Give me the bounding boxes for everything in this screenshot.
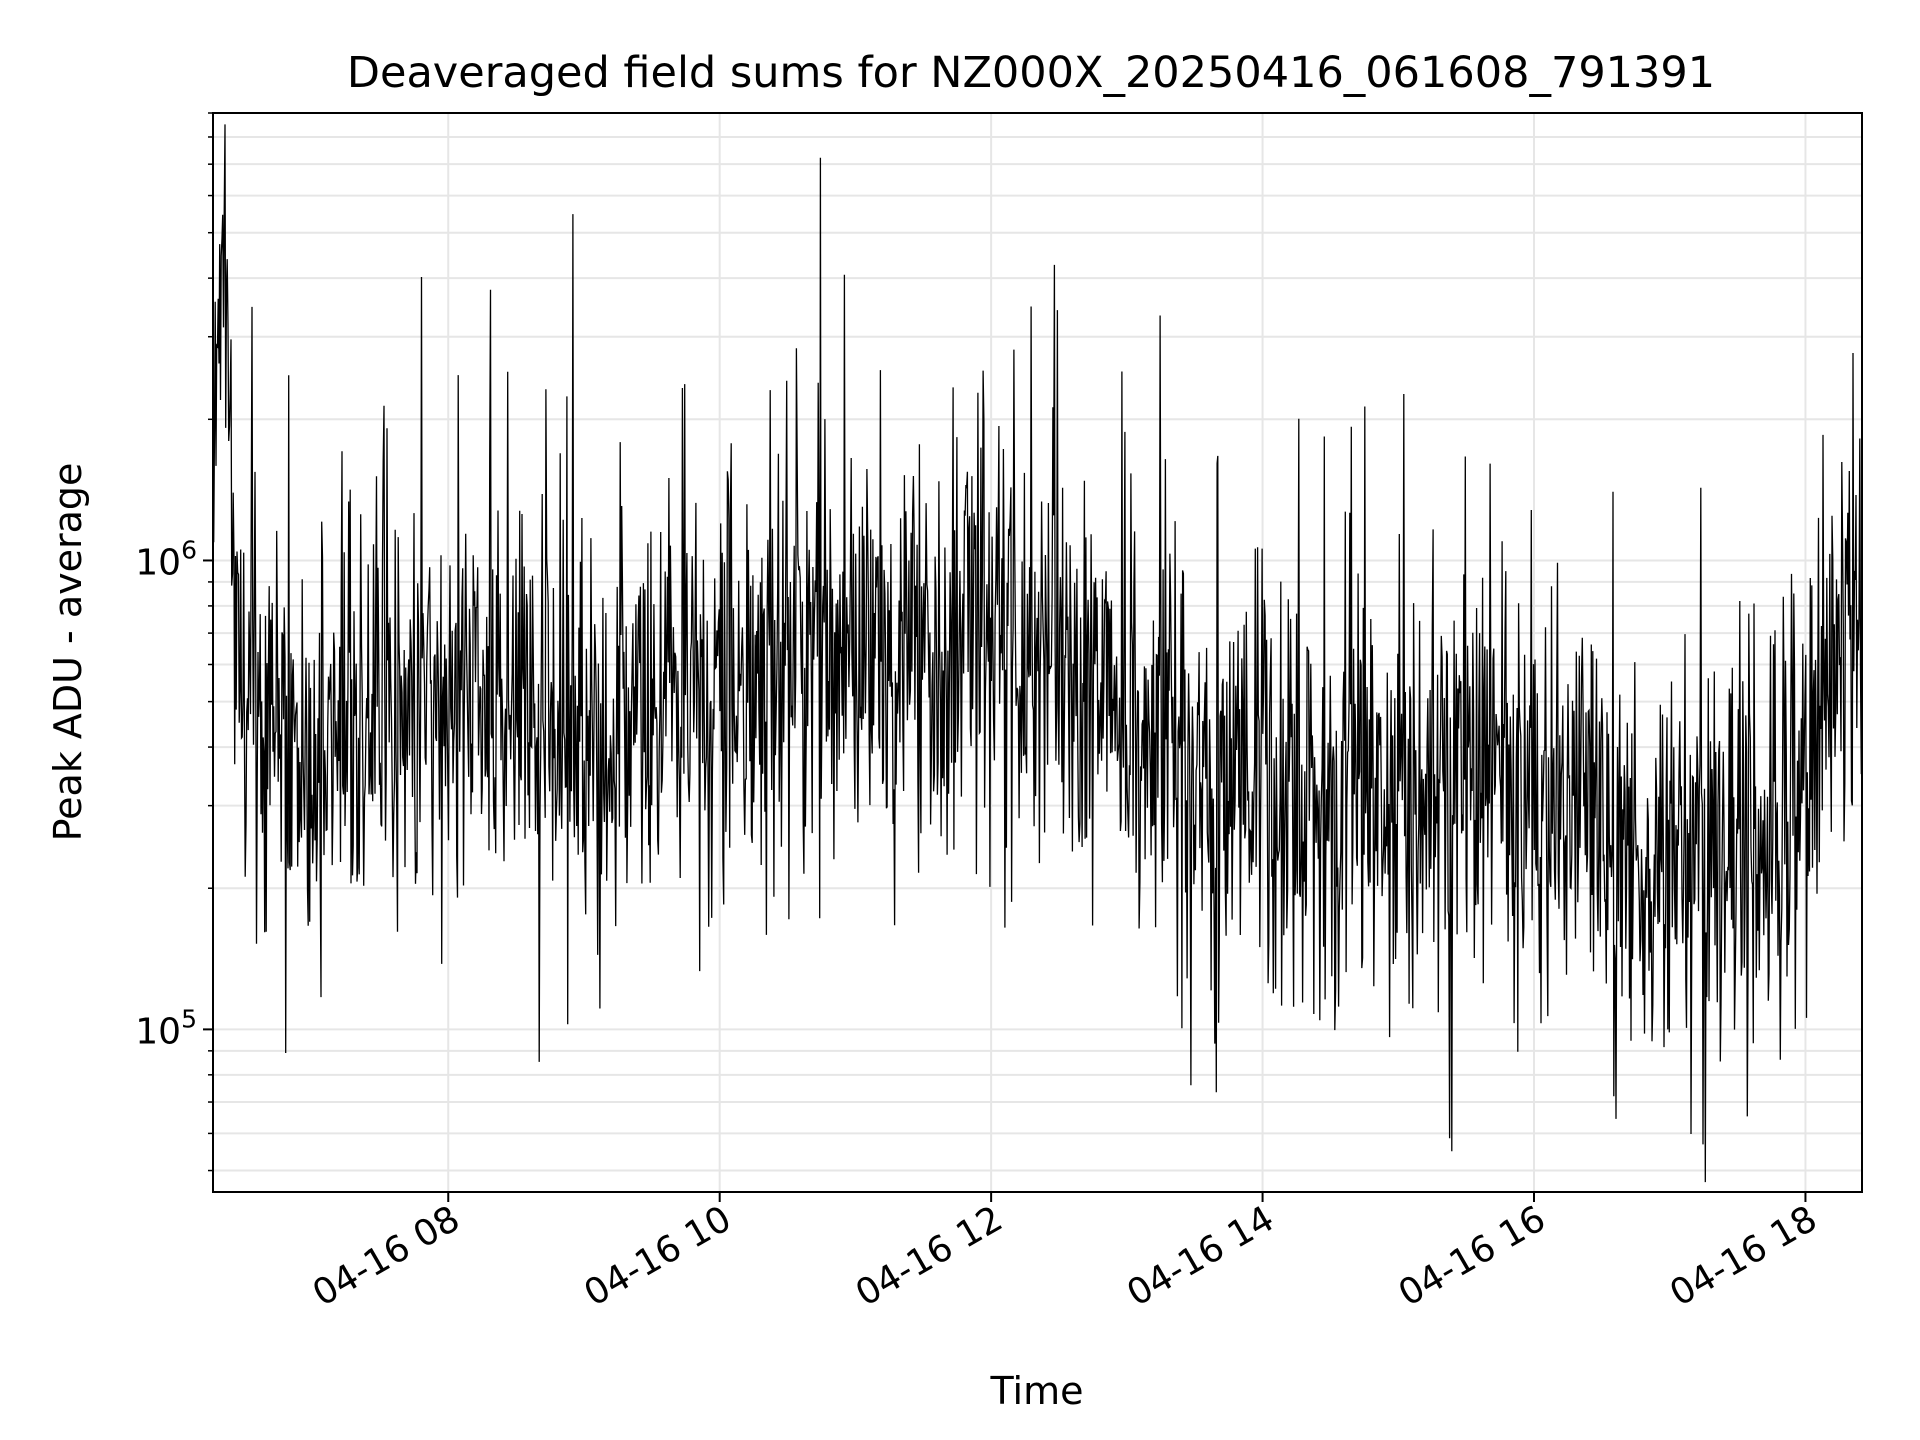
series-line	[212, 124, 1863, 1183]
series-layer	[212, 124, 1863, 1183]
plot-frame	[212, 112, 1863, 1193]
y-tick-exponent: 5	[181, 1004, 197, 1033]
y-tick-base: 10	[135, 1011, 181, 1052]
x-axis-label: Time	[990, 1369, 1084, 1413]
y-tick-base: 10	[135, 542, 181, 583]
chart-title: Deaveraged field sums for NZ000X_2025041…	[347, 48, 1715, 98]
y-tick-exponent: 6	[181, 535, 197, 564]
plot-area	[212, 112, 1863, 1193]
y-axis-label: Peak ADU - average	[46, 463, 90, 842]
y-tick-label: 106	[135, 535, 197, 583]
y-tick-label: 105	[135, 1004, 197, 1052]
